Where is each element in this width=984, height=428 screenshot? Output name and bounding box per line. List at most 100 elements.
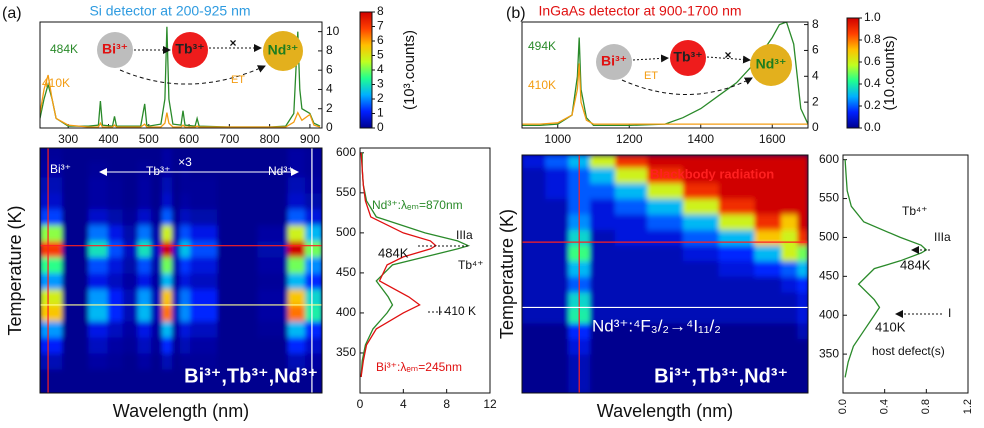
- heatmap-cell: [545, 198, 569, 215]
- heatmap-cell: [754, 291, 782, 308]
- heatmap-cell: [122, 208, 139, 226]
- heatmap-cell: [217, 368, 259, 393]
- heatmap-cell: [137, 336, 152, 354]
- y-tick-label: 4: [326, 82, 333, 96]
- heatmap-cell: [614, 307, 648, 324]
- heatmap-cell: [682, 354, 720, 371]
- x-axis-label: Wavelength (nm): [597, 401, 733, 421]
- heatmap-cell: [171, 256, 181, 274]
- ion-label: Tb³⁺: [673, 49, 702, 65]
- heatmap-cell: [754, 167, 782, 184]
- heatmap-cell: [40, 304, 63, 322]
- x-tick-label: 1400: [687, 132, 714, 146]
- region-label: Blackbody radiation: [650, 166, 774, 181]
- heatmap-cell: [614, 155, 648, 168]
- heatmap-cell: [754, 245, 782, 262]
- plot-frame: [842, 154, 969, 394]
- colorbar: [359, 11, 373, 129]
- colorbar-tick-label: 2: [377, 91, 384, 105]
- heatmap-cell: [781, 198, 798, 215]
- transition-label: Nd³⁺:⁴F₃/₂→⁴I₁₁/₂: [592, 316, 721, 335]
- colorbar-tick-label: 0: [377, 120, 384, 134]
- heatmap-cell: [88, 256, 108, 274]
- heatmap-cell: [287, 304, 306, 322]
- heatmap-cell: [287, 368, 306, 393]
- heatmap-cell: [161, 272, 173, 290]
- defect-label: host defect(s): [872, 344, 945, 358]
- heatmap-cell: [137, 208, 152, 226]
- heatmap-cell: [62, 256, 89, 274]
- heatmap-cell: [545, 229, 569, 246]
- heatmap-cell: [179, 288, 191, 306]
- heatmap-cell: [88, 208, 108, 226]
- heatmap-cell: [150, 272, 163, 290]
- heatmap-cell: [122, 240, 139, 258]
- heatmap-cell: [88, 336, 108, 354]
- heatmap-cell: [647, 198, 684, 215]
- heatmap-cell: [122, 256, 139, 274]
- plot-frame: [521, 21, 809, 129]
- tl-annotations-a: Nd³⁺:λₑₘ=870nm Bi³⁺:λₑₘ=245nm 484K IIIa …: [372, 198, 484, 374]
- heatmap-cell: [522, 369, 546, 393]
- heatmap-cell: [217, 192, 259, 210]
- heatmap-cell: [545, 245, 569, 262]
- heatmap-cell: [179, 192, 191, 210]
- x-tick-label: 1.2: [962, 399, 974, 414]
- heatmap-cell: [682, 323, 720, 340]
- y-tick-label: 400: [819, 307, 839, 321]
- heatmap-cell: [190, 160, 218, 178]
- y-tick-label: 550: [336, 185, 356, 199]
- heatmap-cell: [137, 288, 152, 306]
- heatmap-cell: [589, 229, 616, 246]
- heatmap-cell: [62, 192, 89, 210]
- heatmap-cell: [40, 208, 63, 226]
- heatmap-cell: [190, 304, 218, 322]
- heatmap-cell: [88, 272, 108, 290]
- heatmap-cell: [754, 183, 782, 200]
- heatmap-cell: [718, 260, 755, 277]
- heatmap-cell: [107, 272, 124, 290]
- heatmap-cell: [40, 352, 63, 370]
- y-tick-label: 600: [819, 152, 839, 166]
- heatmap-cell: [304, 320, 322, 338]
- heatmap-cell: [304, 336, 322, 354]
- heatmap-cell: [150, 336, 163, 354]
- heatmap-cell: [88, 192, 108, 210]
- heatmap-cell: [107, 240, 124, 258]
- heatmap-cell: [287, 224, 306, 242]
- heatmap-cell: [797, 338, 808, 355]
- heatmap-cell: [217, 160, 259, 178]
- y-tick-label: 0: [326, 120, 333, 134]
- colorbar-tick-label: 4: [377, 62, 384, 76]
- heatmap-cell: [40, 160, 63, 178]
- x-tick-label: 0.4: [879, 399, 891, 414]
- heatmap-cell: [781, 245, 798, 262]
- heatmap-cell: [614, 276, 648, 293]
- ion-label: Bi³⁺: [50, 162, 71, 176]
- heatmap-cell: [217, 272, 259, 290]
- heatmap-cell: [171, 224, 181, 242]
- heatmap-cell: [171, 288, 181, 306]
- heatmap-cell: [545, 260, 569, 277]
- heatmap-cell: [589, 307, 616, 324]
- chart-title: InGaAs detector at 900-1700 nm: [538, 3, 741, 19]
- heatmap-cell: [171, 368, 181, 393]
- heatmap-cell: [179, 256, 191, 274]
- heatmap-cell: [718, 354, 755, 371]
- heatmap-cell: [107, 224, 124, 242]
- ion-circle: [263, 31, 303, 71]
- heatmap-cell: [797, 229, 808, 246]
- heatmap-cell: [287, 320, 306, 338]
- heatmap-cell: [304, 160, 322, 178]
- peak-label: I: [948, 306, 951, 320]
- heatmap-cell: [647, 167, 684, 184]
- colorbar-tick-label: 0.4: [864, 76, 881, 90]
- heatmap-cell: [107, 320, 124, 338]
- sample-label: Bi³⁺,Tb³⁺,Nd³⁺: [184, 365, 318, 387]
- heatmap-cell: [522, 229, 546, 246]
- heatmap-cell: [107, 288, 124, 306]
- colorbar-tick-label: 1: [377, 106, 384, 120]
- heatmap-cell: [150, 192, 163, 210]
- heatmap-cell: [589, 323, 616, 340]
- y-tick-label: 6: [326, 62, 333, 76]
